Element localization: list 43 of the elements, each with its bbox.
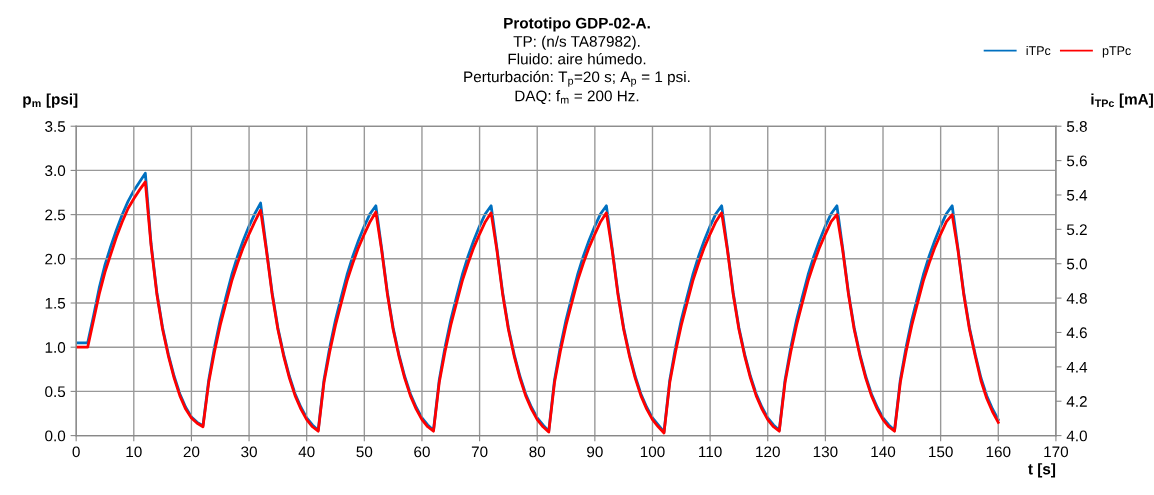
x-tick-label: 0 xyxy=(72,446,80,458)
x-tick-label: 170 xyxy=(1044,446,1069,458)
x-tick-label: 90 xyxy=(587,446,603,458)
y2-tick-label: 5.6 xyxy=(1066,155,1087,167)
y-tick-label: 1.0 xyxy=(45,342,66,353)
y-tick-label: 2.5 xyxy=(45,209,66,221)
y2-tick-label: 4.4 xyxy=(1066,361,1088,373)
chart-title: Prototipo GDP-02-A. xyxy=(504,17,650,32)
y-tick-label: 0.5 xyxy=(45,386,66,398)
y2-tick-label: 5.4 xyxy=(1066,190,1088,201)
x-tick-label: 100 xyxy=(640,446,665,458)
y-tick-label: 3.5 xyxy=(45,121,66,132)
y-tick-label: 1.5 xyxy=(45,298,66,309)
x-tick-label: 110 xyxy=(699,446,722,458)
y2-tick-label: 4.6 xyxy=(1066,327,1087,339)
y2-tick-label: 5.0 xyxy=(1066,258,1087,270)
y-tick-label: 2.0 xyxy=(45,253,66,265)
x-tick-label: 50 xyxy=(356,446,373,458)
x-tick-label: 70 xyxy=(471,446,488,458)
text: TP: (n/s TA87982). Fluido: aire húmedo. Perturbación: T$_{p}$=20 s; A$_{p}$ = 1 psi. DAQ: f$_{m}$ = 200 Hz. xyxy=(464,35,690,105)
y2-tick-label: 5.8 xyxy=(1066,121,1087,132)
x-tick-label: 150 xyxy=(929,446,953,458)
y2-tick-label: 4.0 xyxy=(1066,430,1087,442)
x-tick-label: 60 xyxy=(414,446,430,458)
y2-tick-label: 4.2 xyxy=(1066,396,1087,407)
x-tick-label: 10 xyxy=(126,446,142,458)
x-axis-title: t [s] xyxy=(1028,463,1056,478)
x-tick-label: 20 xyxy=(183,446,200,458)
x-tick-label: 130 xyxy=(813,446,838,458)
x-tick-label: 80 xyxy=(529,446,546,458)
y-tick-label: 0.0 xyxy=(45,430,66,442)
y-tick-label: 3.0 xyxy=(45,165,66,177)
legend-label: pTPc xyxy=(1102,46,1131,58)
x-tick-label: 140 xyxy=(871,446,896,458)
x-tick-label: 30 xyxy=(241,446,257,458)
x-tick-label: 120 xyxy=(756,446,780,458)
x-tick-label: 160 xyxy=(986,446,1011,458)
y2-axis-title: i$_{TPc}$ [mA] xyxy=(1091,93,1153,108)
y2-tick-label: 5.2 xyxy=(1066,224,1087,236)
y-axis-title: p$_{m}$ [psi] xyxy=(23,93,78,108)
legend-label: iTPc xyxy=(1026,45,1051,56)
x-tick-label: 40 xyxy=(298,446,315,458)
y2-tick-label: 4.8 xyxy=(1066,292,1087,304)
